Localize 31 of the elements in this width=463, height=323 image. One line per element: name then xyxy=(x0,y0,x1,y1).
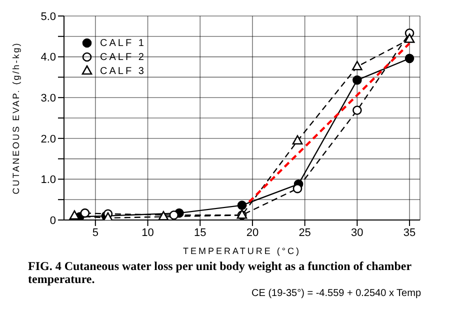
y-tick-label: 2.0 xyxy=(40,133,56,146)
y-tick-label: 0 xyxy=(50,214,56,227)
y-axis-title: CUTANEOUS EVAP. (g/h-kg) xyxy=(11,42,22,194)
point xyxy=(352,106,362,115)
point xyxy=(404,34,415,43)
point xyxy=(237,200,247,210)
point xyxy=(292,135,303,144)
legend-label: CALF 2 xyxy=(100,52,146,62)
text: CE (19-35°) = -4.559 + 0.2540 x Temp xyxy=(250,288,421,299)
legend-label: CALF 1 xyxy=(100,38,146,48)
x-tick-label: 30 xyxy=(351,226,364,239)
text: FIG. 4 Cutaneous water loss per unit body weight as a function of chamber temperature. xyxy=(28,259,412,286)
y-tick-label: 3.0 xyxy=(40,92,56,105)
x-tick-label: 25 xyxy=(298,226,311,239)
point xyxy=(352,60,362,70)
point xyxy=(352,75,362,85)
x-axis-title: TEMPERATURE (°C) xyxy=(183,246,301,256)
y-tick-label: 4.0 xyxy=(40,52,56,64)
y-tick-label: 1.0 xyxy=(40,174,56,186)
x-tick-label: 20 xyxy=(246,226,259,239)
legend-label: CALF 3 xyxy=(100,66,146,76)
x-tick-label: 10 xyxy=(142,226,154,239)
x-tick-label: 15 xyxy=(194,226,206,239)
point xyxy=(292,184,302,194)
point xyxy=(169,210,179,220)
point xyxy=(80,208,90,218)
x-tick-label: 35 xyxy=(403,226,416,239)
y-tick-label: 5.0 xyxy=(40,10,56,23)
x-tick-label: 5 xyxy=(92,226,98,239)
point xyxy=(404,54,414,64)
point xyxy=(158,211,169,220)
